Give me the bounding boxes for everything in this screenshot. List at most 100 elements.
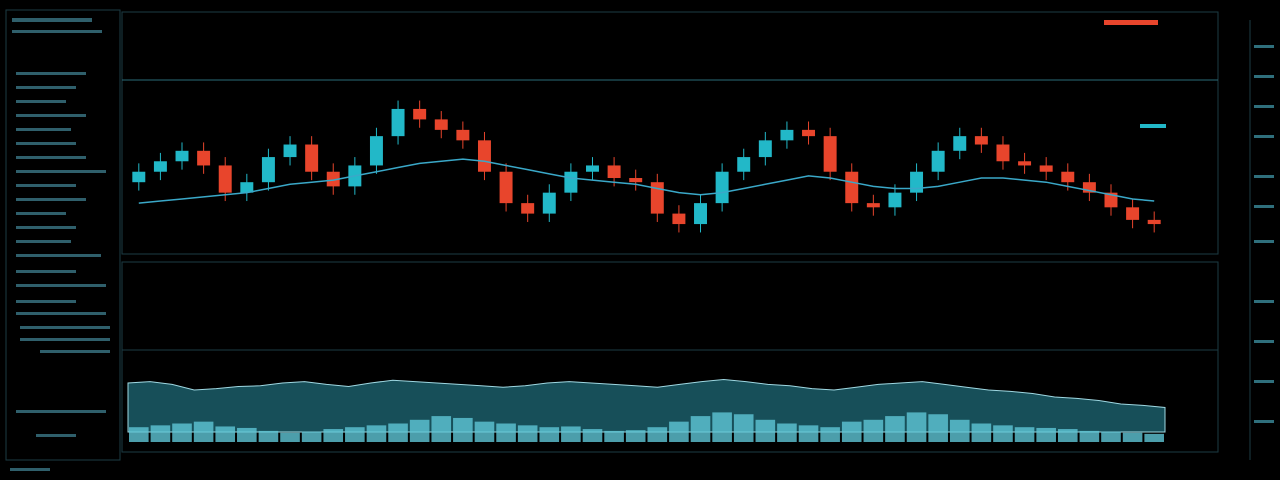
volume-bar [1122,432,1143,442]
moving-average [138,158,1155,204]
volume-bar [366,425,387,442]
candle-body [132,171,146,183]
volume-bar [1101,431,1121,442]
candle-body [434,119,448,130]
candle-body [499,171,513,204]
volume-bar [193,421,214,442]
volume-bar [280,432,300,442]
volume-bar [712,412,732,442]
candle-body [326,171,340,187]
candle-body [802,129,816,137]
candle-body [240,182,254,193]
candle-body [564,171,578,193]
candle-body [996,144,1010,162]
candle-body [477,140,491,172]
volume-bar [993,425,1013,442]
volume-bar [1036,427,1056,442]
sidebar-text-placeholders [10,18,110,471]
volume-bar [755,419,776,442]
candle-body [305,144,319,172]
volume-bar [733,414,754,442]
candle-body [153,161,167,172]
candle-body [283,144,297,158]
candle-body [953,136,967,151]
volume-bar [323,429,344,442]
volume-bar [949,419,970,442]
volume-bar [1079,430,1100,442]
candle-body [413,108,427,120]
candle-body [607,165,621,179]
volume-bar [150,425,171,442]
candle-body [823,136,837,172]
candle-body [866,203,880,208]
volume-bar [582,429,603,442]
candle-body [672,213,686,225]
candle-body [1104,192,1118,208]
candle-body [1082,182,1096,193]
volume-bar [1144,433,1164,442]
candle-body [586,165,599,172]
volume-bar [474,421,495,442]
candle-body [218,165,232,193]
candle-body [629,178,643,183]
candle-body [888,192,902,208]
candle-body [542,192,556,214]
candle-body [845,171,859,204]
candle-body [175,150,189,162]
volume-bar [604,430,624,442]
candle-body [694,203,707,225]
volume-bar [561,426,581,442]
volume-bar [517,425,538,442]
volume-bar [798,425,819,442]
candle-body [931,150,945,172]
volume-bar [777,423,797,442]
candle-body [1039,165,1053,172]
candle-body [1061,171,1075,183]
volume-bar [971,423,992,442]
candle-body [1126,207,1140,220]
volume-bar [453,417,473,442]
candle-body [456,129,470,141]
sidebar [5,9,121,461]
volume-bar [237,427,257,442]
volume-bar [669,421,689,442]
candle-body [780,129,794,141]
volume-bar [841,421,862,442]
volume-bar [1014,427,1035,442]
candle-body [369,136,383,166]
volume-bar [301,431,322,442]
candle-body [737,157,751,172]
panel-frames [121,11,1251,460]
volume-bar [820,427,840,442]
volume-bar [496,423,516,442]
volume-bar [388,423,408,442]
candle-body [1147,219,1161,225]
candle-body [974,136,988,145]
volume-bar [172,423,192,442]
candle-body [910,171,924,193]
volume-bar [647,427,668,442]
axis-text-placeholders [1104,20,1274,423]
volume-bar [539,427,560,442]
candle-body [758,140,772,158]
candle-body [1018,161,1032,166]
volume-bar [863,419,884,442]
volume-bar [258,430,279,442]
volume-bar [409,419,430,442]
candle-body [261,157,275,183]
volume-bar [906,412,927,442]
candle-body [391,108,405,137]
candle-body [650,182,664,214]
candle-body [197,150,211,166]
volume-bar [129,427,149,442]
candle-body [521,203,535,214]
volume-bar [1057,429,1078,442]
volume-bar [885,416,905,442]
volume-bar [431,416,452,442]
oscillator-area [127,378,1166,433]
volume-bar [345,427,365,442]
volume-bar [215,426,236,442]
volume-bar [625,430,646,442]
candle-body [715,171,729,204]
volume-bar [928,414,948,442]
